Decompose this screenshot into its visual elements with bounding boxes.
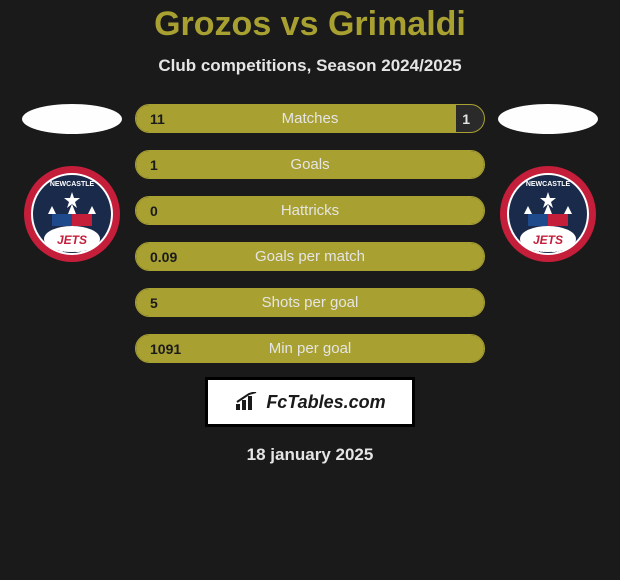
brand-box[interactable]: FcTables.com [205, 377, 415, 427]
stat-bar: 5Shots per goal [135, 288, 485, 317]
svg-text:JETS: JETS [533, 233, 563, 247]
club-crest-right: NEWCASTLE UNITED JETS [498, 164, 598, 284]
stat-bar: 0Hattricks [135, 196, 485, 225]
stat-bar: 11Matches1 [135, 104, 485, 133]
page-title: Grozos vs Grimaldi [154, 5, 466, 44]
player-left-col: NEWCASTLE UNITED JETS [17, 104, 127, 284]
club-crest-left: NEWCASTLE UNITED JETS [22, 164, 122, 284]
brand-chart-icon [234, 392, 262, 412]
main-row: NEWCASTLE UNITED JETS 11Matches11Goals0H… [0, 104, 620, 363]
brand-label: FcTables.com [266, 392, 385, 413]
page-subtitle: Club competitions, Season 2024/2025 [158, 56, 461, 76]
stat-label: Goals [136, 156, 484, 173]
stat-label: Matches [136, 110, 484, 127]
stat-label: Hattricks [136, 202, 484, 219]
stat-bar: 1091Min per goal [135, 334, 485, 363]
stat-label: Min per goal [136, 340, 484, 357]
svg-text:NEWCASTLE: NEWCASTLE [50, 181, 95, 188]
avatar-placeholder-right [498, 104, 598, 134]
stat-label: Goals per match [136, 248, 484, 265]
stat-bar: 1Goals [135, 150, 485, 179]
comparison-card: Grozos vs Grimaldi Club competitions, Se… [0, 0, 620, 580]
player-right-col: NEWCASTLE UNITED JETS [493, 104, 603, 284]
stats-column: 11Matches11Goals0Hattricks0.09Goals per … [135, 104, 485, 363]
svg-text:NEWCASTLE: NEWCASTLE [526, 181, 571, 188]
svg-text:JETS: JETS [57, 233, 87, 247]
stat-right-value: 1 [462, 111, 470, 127]
avatar-placeholder-left [22, 104, 122, 134]
date-label: 18 january 2025 [247, 445, 374, 465]
stat-label: Shots per goal [136, 294, 484, 311]
stat-bar: 0.09Goals per match [135, 242, 485, 271]
